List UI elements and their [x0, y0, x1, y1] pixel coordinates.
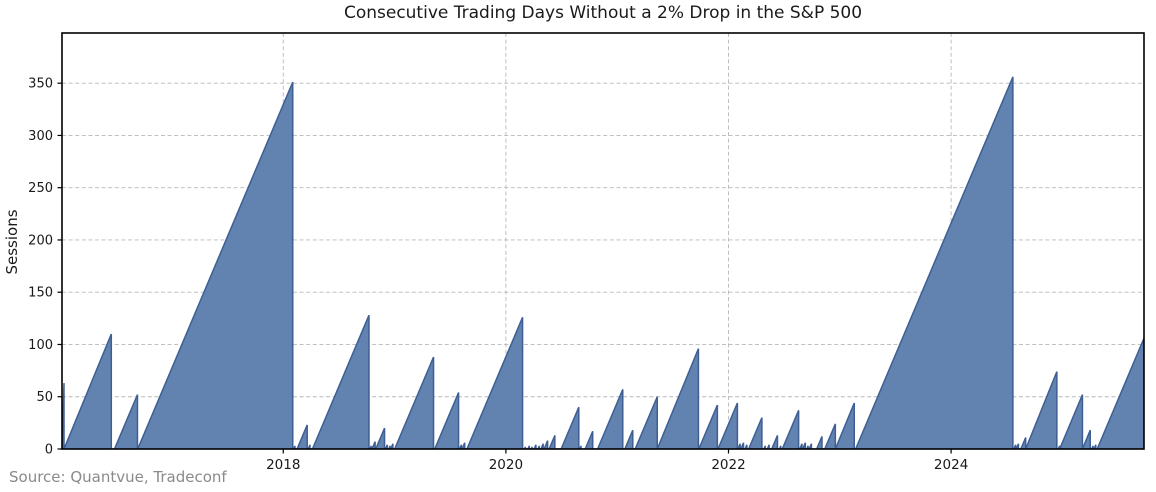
plot-border	[61, 32, 1145, 450]
y-tick-label: 50	[36, 390, 53, 405]
chart-title: Consecutive Trading Days Without a 2% Dr…	[343, 3, 863, 23]
x-tick-label: 2018	[266, 457, 300, 473]
y-tick-label: 250	[28, 181, 53, 196]
y-tick-label: 150	[28, 286, 53, 301]
x-tick-label: 2020	[489, 457, 523, 473]
y-tick-label: 350	[28, 77, 53, 92]
y-tick-label: 0	[45, 443, 53, 458]
y-tick-label: 200	[28, 233, 53, 248]
x-tick-label: 2024	[934, 457, 968, 473]
y-tick-label: 100	[28, 338, 53, 353]
x-tick-label: 2022	[711, 457, 745, 473]
source-note: Source: Quantvue, Tradeconf	[9, 468, 227, 486]
y-axis-title: Sessions	[3, 209, 21, 275]
streak-area	[62, 76, 1144, 449]
y-tick-label: 300	[28, 129, 53, 144]
streak-line	[62, 76, 1144, 449]
